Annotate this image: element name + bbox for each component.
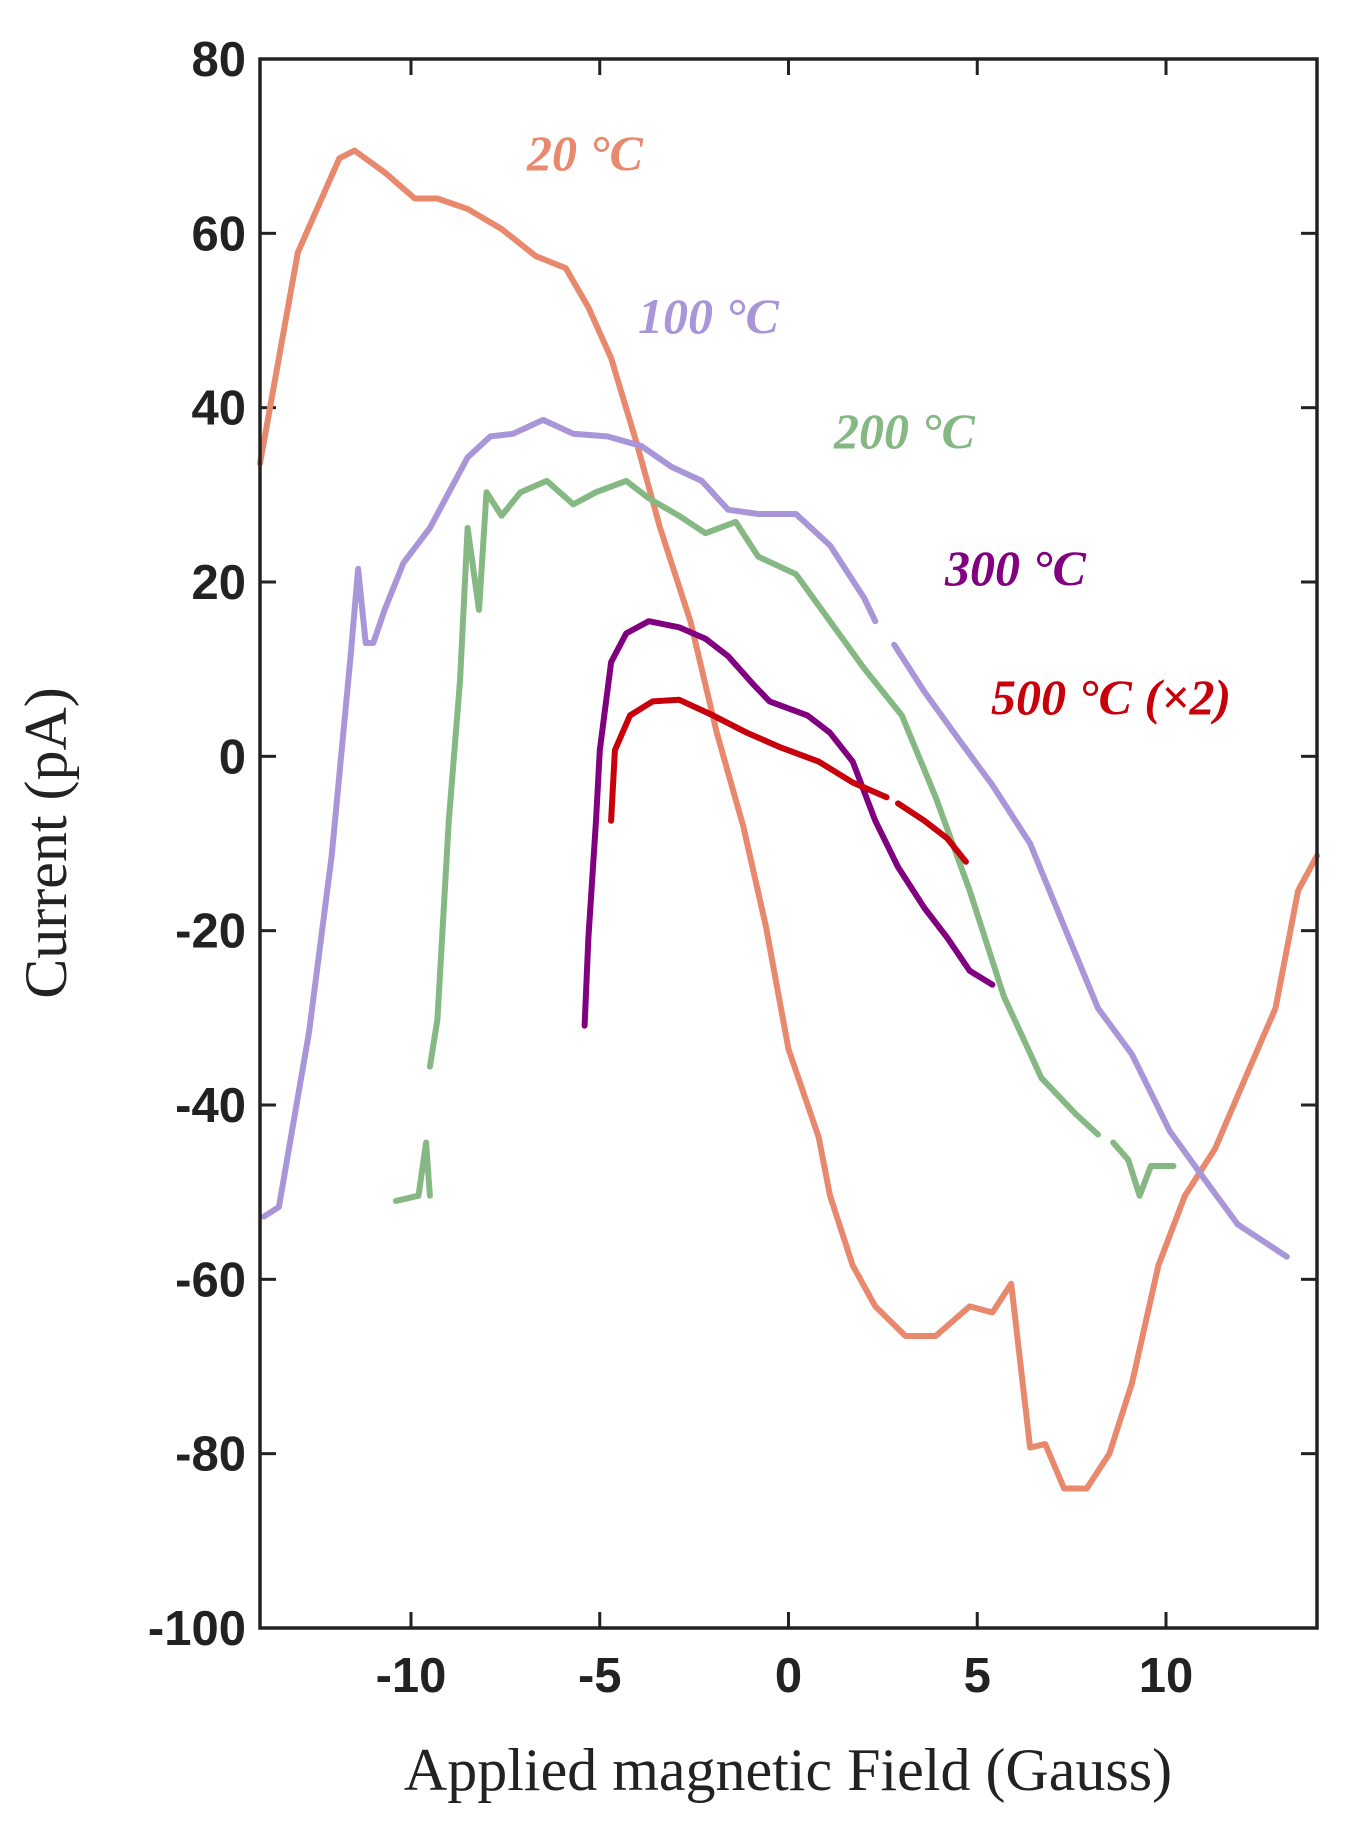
plot-frame [258,57,1319,1630]
y-tick-label: -40 [175,1079,246,1133]
y-tick-label: 60 [191,207,246,261]
x-tick-label: 0 [775,1649,802,1703]
y-tick-label: -100 [148,1602,246,1656]
series-line [257,147,1320,1492]
x-tick-label: 10 [1139,1649,1194,1703]
series-label: 100 °C [638,288,779,344]
x-axis-label: Applied magnetic Field (Gauss) [404,1737,1172,1803]
series-line [608,696,969,865]
series-label: 200 °C [833,403,975,459]
series-label: 500 °C (×2) [991,669,1231,725]
x-tick-label: 5 [964,1649,991,1703]
series-line [260,416,1290,1260]
y-tick-label: 20 [191,556,246,610]
y-axis-label: Current (pA) [13,687,79,999]
y-tick-label: 40 [191,382,246,436]
y-tick-label: -80 [175,1428,246,1482]
y-tick-label: 80 [191,33,246,87]
x-tick-label: -5 [578,1649,622,1703]
series-label: 20 °C [526,125,643,181]
series-label: 300 °C [944,540,1086,596]
series-line [581,618,996,1029]
y-tick-label: -20 [175,905,246,959]
y-tick-label: -60 [175,1253,246,1307]
x-tick-label: -10 [376,1649,447,1703]
y-tick-label: 0 [219,730,246,784]
